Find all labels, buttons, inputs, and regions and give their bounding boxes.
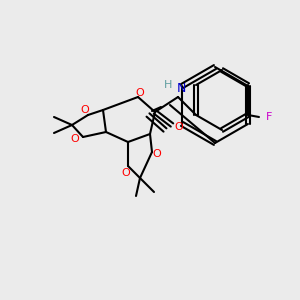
Text: F: F: [266, 112, 272, 122]
Text: O: O: [175, 122, 183, 132]
Text: O: O: [122, 168, 130, 178]
Text: O: O: [136, 88, 144, 98]
Text: O: O: [70, 134, 80, 144]
Text: H: H: [164, 80, 172, 90]
Text: N: N: [176, 82, 186, 95]
Text: O: O: [153, 149, 161, 159]
Text: O: O: [81, 105, 89, 115]
